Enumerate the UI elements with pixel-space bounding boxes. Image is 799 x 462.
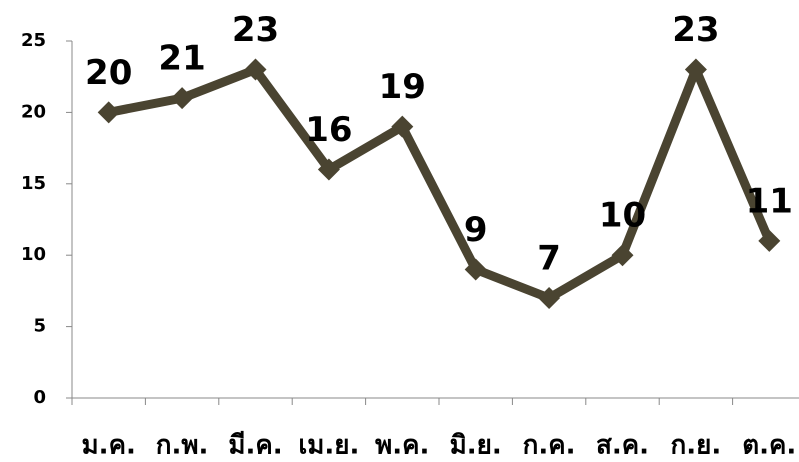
- data-label: 9: [464, 210, 488, 250]
- x-tick-label: ส.ค.: [596, 431, 649, 461]
- data-label: 11: [746, 181, 793, 221]
- x-tick-label: เม.ย.: [298, 431, 359, 461]
- x-tick-label: พ.ค.: [375, 431, 429, 461]
- y-tick-label: 25: [21, 30, 46, 51]
- marker: [391, 115, 414, 138]
- line: [107, 65, 774, 303]
- data-label: 10: [599, 196, 646, 236]
- marker: [684, 58, 707, 81]
- y-tick-label: 15: [21, 173, 46, 194]
- y-tick-label: 0: [33, 387, 46, 408]
- marker: [171, 87, 194, 110]
- marker: [464, 258, 487, 281]
- y-tick-label: 20: [21, 101, 46, 122]
- marker: [244, 58, 267, 81]
- marker: [97, 101, 120, 124]
- marker: [538, 287, 561, 310]
- y-tick-label: 5: [33, 316, 46, 337]
- data-label: 7: [537, 239, 561, 279]
- x-tick-label: ก.ย.: [671, 431, 722, 461]
- x-tick-label: ต.ค.: [742, 431, 796, 461]
- x-tick-label: มิ.ย.: [450, 431, 502, 461]
- x-tick-label: มี.ค.: [228, 431, 282, 461]
- marker: [317, 158, 340, 181]
- data-label: 23: [672, 10, 719, 50]
- data-label: 19: [379, 67, 426, 107]
- x-tick-label: ม.ค.: [82, 431, 136, 461]
- y-tick-label: 10: [21, 244, 46, 265]
- marker: [758, 229, 781, 252]
- data-label: 16: [305, 110, 352, 150]
- data-label: 20: [85, 53, 132, 93]
- marker: [611, 244, 634, 267]
- x-tick-label: ก.พ.: [156, 431, 209, 461]
- data-label: 23: [232, 10, 279, 50]
- data-label: 21: [158, 39, 205, 79]
- x-tick-label: ก.ค.: [523, 431, 576, 461]
